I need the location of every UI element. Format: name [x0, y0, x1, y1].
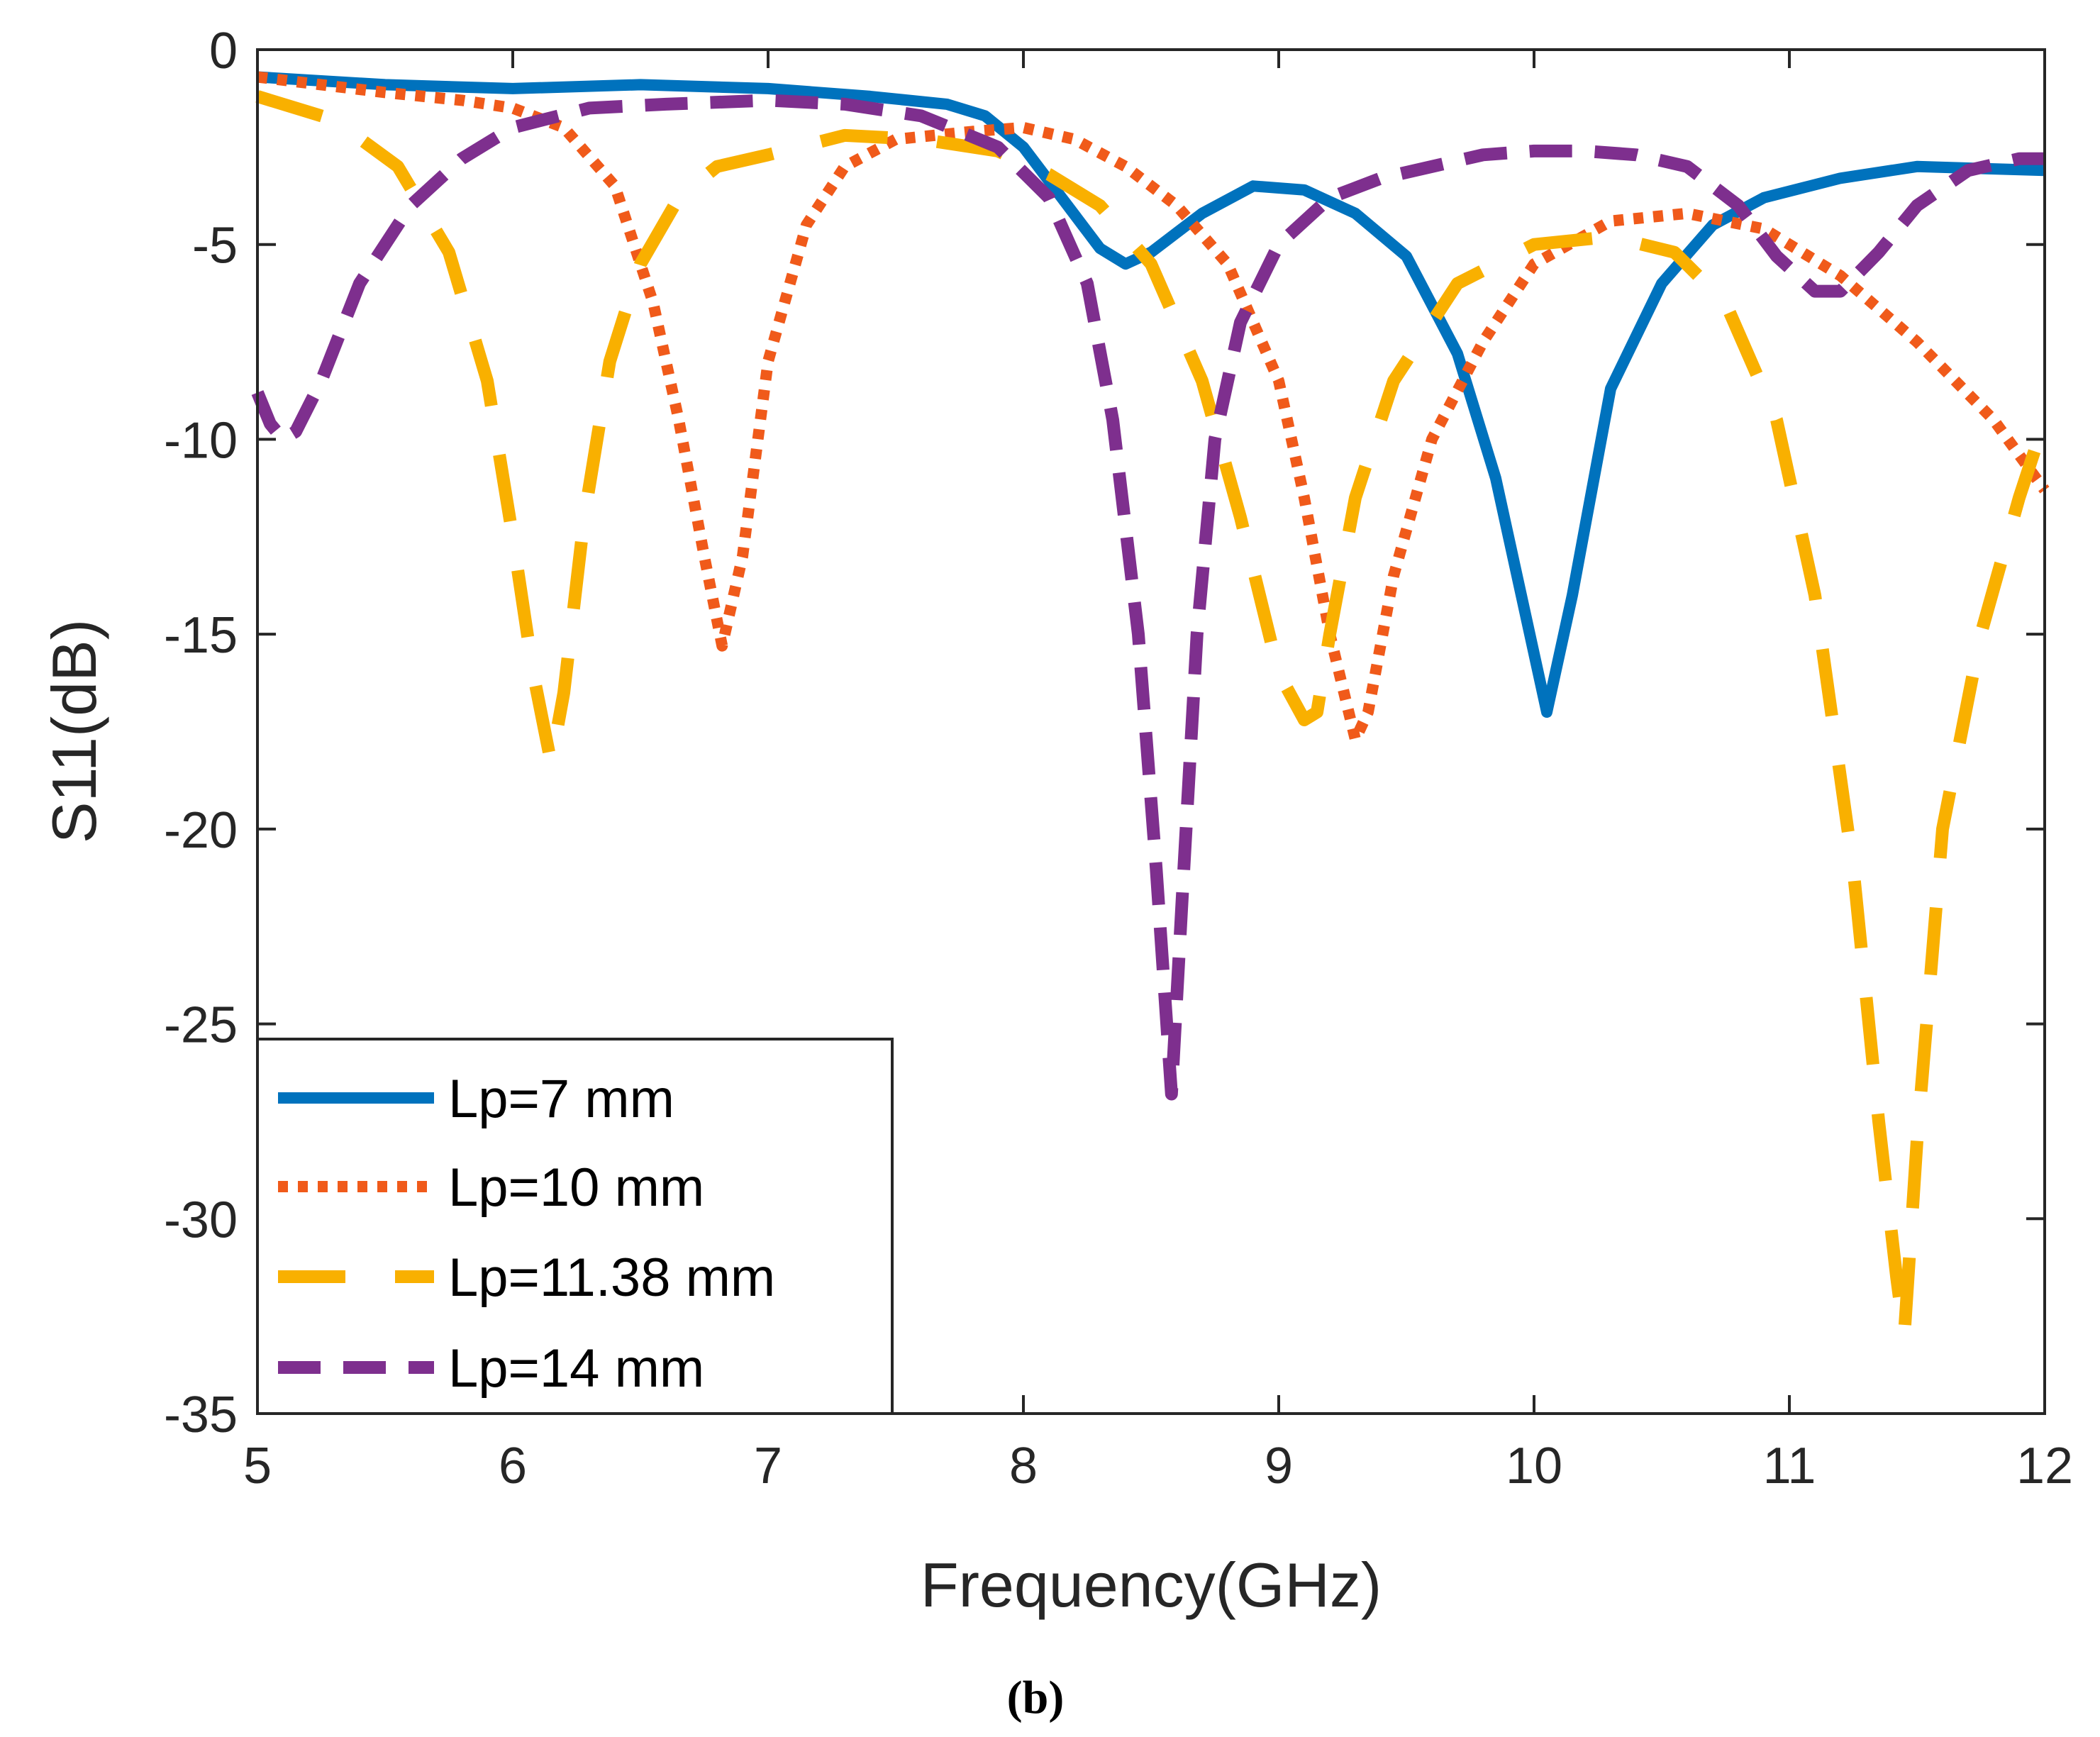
x-tick-label: 12 — [2016, 1438, 2073, 1494]
x-tick-label: 8 — [1009, 1438, 1038, 1494]
y-tick-label: -20 — [164, 802, 238, 859]
legend-label-lp10: Lp=10 mm — [448, 1158, 704, 1218]
y-axis-title: S11(dB) — [39, 619, 109, 843]
x-tick-label: 7 — [754, 1438, 782, 1494]
x-tick-label: 5 — [243, 1438, 272, 1494]
series-layer — [251, 71, 2051, 1343]
x-tick-label: 10 — [1506, 1438, 1562, 1494]
y-tick-label: -15 — [164, 607, 238, 664]
series-line-0 — [257, 71, 2045, 718]
y-tick-label: 0 — [209, 23, 238, 79]
plot-box — [256, 48, 2046, 1415]
y-tick-label: -5 — [192, 218, 238, 274]
tick-layer: 5 6 7 8 9 10 11 12 0 -5 -10 -15 -20 -25 -30 -35 — [164, 23, 2073, 1494]
y-tick-label: -10 — [164, 412, 238, 469]
legend-label-lp14: Lp=14 mm — [448, 1338, 704, 1399]
legend-lines — [278, 1092, 434, 1374]
x-tick-label: 6 — [499, 1438, 527, 1494]
x-axis-title: Frequency(GHz) — [921, 1550, 1382, 1620]
figure-caption: (b) — [1007, 1672, 1065, 1724]
y-tick-label: -25 — [164, 997, 238, 1054]
y-tick-label: -35 — [164, 1387, 238, 1443]
series-line-2 — [255, 90, 2051, 1343]
x-tick-label: 9 — [1265, 1438, 1293, 1494]
legend-label-lp11-38: Lp=11.38 mm — [448, 1248, 775, 1308]
legend: Lp=7 mm Lp=10 mm Lp=11.38 mm Lp=14 mm — [256, 1038, 894, 1415]
y-tick-label: -30 — [164, 1192, 238, 1248]
legend-label-lp7: Lp=7 mm — [448, 1069, 674, 1129]
x-tick-label: 11 — [1763, 1438, 1816, 1494]
series-line-3 — [251, 94, 2045, 1101]
